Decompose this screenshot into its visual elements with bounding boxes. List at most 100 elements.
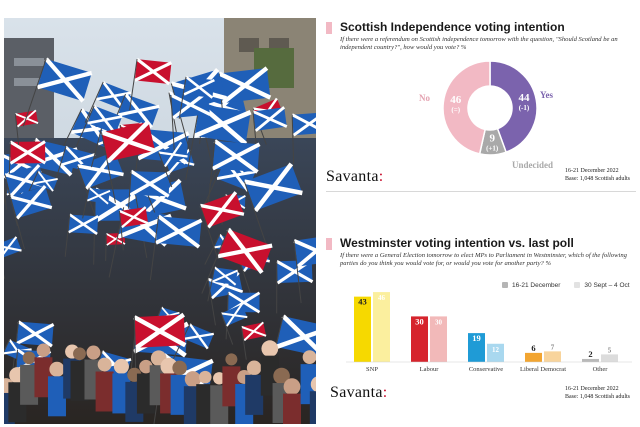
crowd-person (36, 343, 51, 358)
saltire-flag (100, 120, 156, 203)
crowd-person-body (196, 384, 215, 424)
panel2-subtitle: If there were a General Election tomorro… (340, 252, 627, 267)
bar-legend: 16-21 December 30 Sept – 4 Oct (502, 282, 630, 289)
bar-liberal-democrat-current (525, 352, 542, 362)
saltire-flag (220, 303, 248, 345)
panel1-base: Base: 1,048 Scottish adults (565, 175, 630, 182)
crowd-person (139, 359, 153, 374)
slice-no-change: (=) (451, 106, 460, 114)
independence-donut-chart: 44(-1) 9(+1) 46(=) Yes No Undecided (419, 60, 553, 170)
saltire-flag (252, 106, 288, 159)
crowd-person (310, 376, 316, 392)
saltire-flag (129, 57, 173, 111)
crowd-person-body (309, 391, 316, 424)
crowd-person (49, 361, 65, 377)
saltire-flag (14, 109, 39, 145)
crowd-person-body (47, 376, 66, 417)
bar-snp-current (354, 296, 371, 362)
category-label: Conservative (469, 366, 503, 373)
crowd-person-body (95, 371, 114, 412)
crowd-person-body (245, 374, 264, 415)
crowd-person (86, 345, 101, 360)
crowd-person (22, 351, 36, 365)
savanta-logo: Savanta: (326, 168, 384, 185)
westminster-bar-chart: 43 46 SNP 30 30 Labour 19 12 Conservative 6 7 Liber… (346, 292, 632, 373)
slice-undecided-change: (+1) (486, 144, 499, 152)
legend-item-previous: 30 Sept – 4 Oct (574, 282, 630, 289)
saltire-flag (77, 150, 124, 222)
saltire-flag (4, 236, 22, 279)
bar-value-label: 19 (472, 333, 481, 343)
slice-undecided-value: 9 (489, 132, 495, 144)
crowd-person (283, 378, 301, 396)
label-yes: Yes (540, 90, 553, 100)
crowd-person (73, 347, 86, 361)
crowd-photo (4, 18, 316, 424)
crowd-person (246, 360, 262, 376)
saltire-flag (126, 169, 171, 229)
bar-value-label: 6 (531, 343, 535, 353)
bar-value-label: 12 (492, 346, 500, 354)
crowd-person-body (20, 364, 39, 405)
saltire-flag (201, 227, 273, 294)
crowd-person (172, 360, 187, 376)
saltire-flag (240, 321, 267, 360)
saltire-crowd-image (4, 18, 316, 424)
title-accent (326, 22, 332, 34)
panel1-subtitle: If there were a referendum on Scottish i… (340, 36, 618, 51)
slice-no-value: 46 (450, 94, 462, 106)
saltire-flag (243, 162, 303, 253)
bar-value-label: 2 (588, 349, 592, 359)
saltire-flag (9, 185, 53, 250)
saltire-flag (82, 187, 111, 219)
panel2-date: 16-21 December 2022 (565, 386, 619, 392)
label-no: No (419, 93, 430, 103)
bar-labour-current (411, 316, 428, 362)
panel2-footnote: 16-21 December 2022 Base: 1,048 Scottish… (565, 386, 630, 401)
saltire-flag (8, 140, 47, 194)
title-accent (326, 238, 332, 250)
bar-value-label: 30 (415, 316, 424, 326)
saltire-flag (64, 213, 99, 257)
bar-value-label: 7 (551, 343, 555, 351)
slice-yes-value: 44 (518, 92, 530, 104)
crowd-person (184, 371, 201, 388)
bar-labour-previous (430, 316, 447, 362)
crowd-person-body (283, 393, 302, 424)
westminster-panel: Westminster voting intention vs. last po… (326, 236, 636, 422)
crowd-person-body (34, 357, 53, 398)
bar-conservative-current (468, 333, 485, 362)
label-undecided: Undecided (512, 160, 553, 170)
category-label: SNP (366, 366, 378, 373)
crowd-person (97, 357, 112, 372)
saltire-flag (291, 111, 316, 165)
panel2-title: Westminster voting intention vs. last po… (340, 236, 574, 250)
saltire-flag (207, 139, 261, 208)
bar-value-label: 30 (435, 318, 443, 326)
slice-yes-change: (-1) (519, 104, 530, 112)
savanta-logo: Savanta: (330, 384, 388, 401)
saltire-flag (149, 214, 203, 281)
bar-value-label: 5 (608, 346, 612, 354)
bar-other-previous (601, 354, 618, 362)
bar-other-current (582, 358, 599, 362)
category-label: Liberal Democrat (520, 366, 566, 373)
saltire-flag (207, 266, 239, 302)
crowd-person (273, 367, 290, 385)
slice-no (442, 60, 491, 155)
bar-value-label: 43 (358, 297, 367, 307)
panel2-base: Base: 1,048 Scottish adults (565, 393, 630, 400)
crowd-person (225, 353, 238, 366)
crowd-person-body (70, 360, 89, 401)
legend-item-current: 16-21 December (502, 282, 560, 289)
bar-snp-previous (373, 292, 390, 362)
crowd-person (302, 350, 316, 365)
independence-panel: Scottish Independence voting intention I… (326, 20, 636, 192)
slice-yes (489, 60, 538, 154)
bar-value-label: 46 (378, 294, 386, 302)
saltire-flag (178, 75, 215, 119)
saltire-flag (158, 141, 188, 188)
category-label: Labour (420, 366, 440, 373)
crowd-person (113, 358, 129, 374)
saltire-flag (199, 191, 245, 260)
